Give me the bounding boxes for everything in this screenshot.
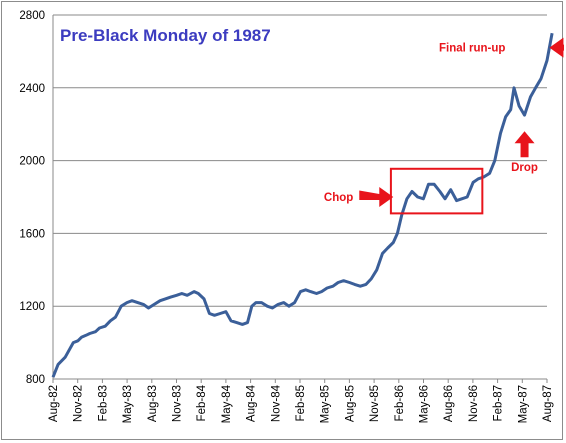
x-tick-may-87: May-87 [517,385,529,423]
y-axis-labels: 800 1200 1600 2000 2400 2800 [19,10,45,386]
x-axis-labels: Aug-82 Nov-82 Feb-83 May-83 Aug-83 Nov-83 Feb-… [48,384,554,423]
x-tick-nov-85: Nov-85 [369,385,381,422]
y-tick-2000: 2000 [19,156,45,168]
chart-title: Pre-Black Monday of 1987 [60,26,271,45]
x-tick-feb-83: Feb-83 [97,385,109,421]
y-tick-800: 800 [26,374,45,386]
gridlines [53,14,547,307]
x-tick-aug-83: Aug-83 [147,385,159,422]
x-tick-nov-82: Nov-82 [73,385,85,422]
final-run-up-label: Final run-up [439,43,505,55]
x-tick-nov-86: Nov-86 [468,385,480,422]
drop-arrow [514,131,535,158]
x-tick-feb-84: Feb-84 [196,384,208,421]
x-tick-aug-82: Aug-82 [48,385,60,422]
x-tick-nov-84: Nov-84 [270,384,282,422]
series-line [51,32,554,378]
x-tick-aug-85: Aug-85 [344,385,356,422]
x-tick-nov-83: Nov-83 [172,385,184,422]
x-tick-aug-86: Aug-86 [443,385,455,422]
x-tick-may-83: May-83 [122,385,134,423]
x-tick-may-86: May-86 [419,385,431,423]
y-tick-1200: 1200 [19,301,45,313]
y-tick-2800: 2800 [19,10,45,22]
x-tick-may-84: May-84 [221,384,233,423]
x-tick-aug-87: Aug-87 [542,385,554,422]
chop-highlight-box [389,167,484,215]
axes [52,15,548,383]
x-tick-aug-84: Aug-84 [246,384,258,422]
final-run-up-arrow [549,37,564,58]
y-tick-1600: 1600 [19,228,45,240]
drop-label: Drop [511,162,538,174]
x-tick-feb-87: Feb-87 [493,385,505,421]
x-tick-feb-86: Feb-86 [394,385,406,421]
chop-arrow [359,187,394,207]
y-tick-2400: 2400 [19,83,45,95]
x-tick-may-85: May-85 [320,385,332,423]
chop-label: Chop [324,192,353,204]
x-tick-feb-85: Feb-85 [295,385,307,421]
annotations: Final run-up Drop Chop [324,37,564,207]
